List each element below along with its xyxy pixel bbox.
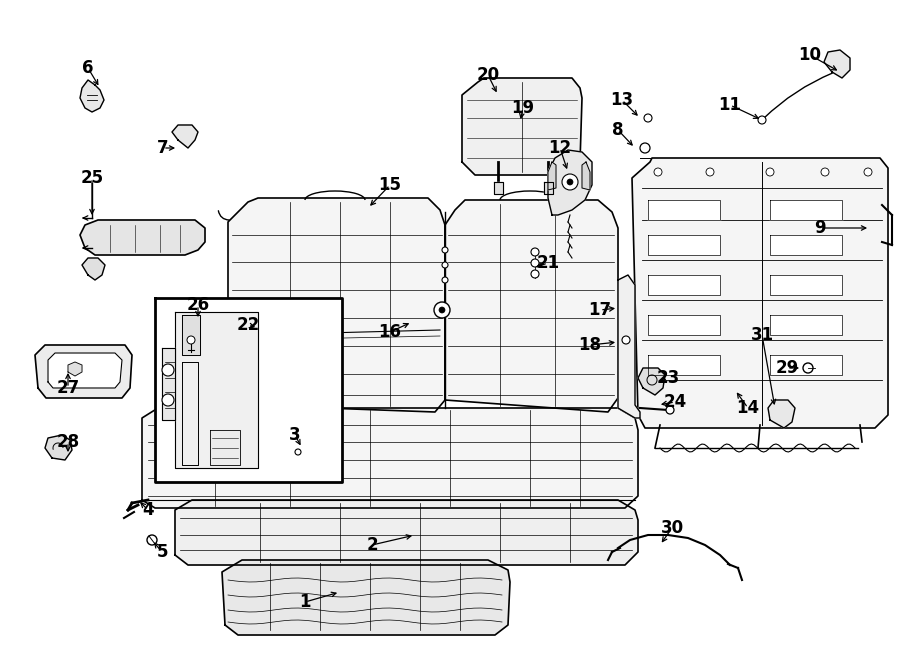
Circle shape — [666, 406, 674, 414]
Text: 24: 24 — [663, 393, 687, 411]
Circle shape — [295, 449, 301, 455]
Polygon shape — [548, 162, 556, 190]
Circle shape — [821, 168, 829, 176]
Polygon shape — [80, 220, 205, 255]
Polygon shape — [172, 125, 198, 148]
Text: 19: 19 — [511, 99, 535, 117]
Text: 17: 17 — [589, 301, 612, 319]
Polygon shape — [632, 158, 888, 428]
Circle shape — [758, 116, 766, 124]
Text: 8: 8 — [612, 121, 624, 139]
Polygon shape — [80, 80, 104, 112]
Text: 4: 4 — [142, 501, 154, 519]
Text: 6: 6 — [82, 59, 94, 77]
Text: 7: 7 — [158, 139, 169, 157]
Circle shape — [706, 168, 714, 176]
Text: 26: 26 — [186, 296, 210, 314]
Circle shape — [640, 143, 650, 153]
Text: 15: 15 — [379, 176, 401, 194]
Polygon shape — [768, 400, 795, 428]
Text: 2: 2 — [366, 536, 378, 554]
Circle shape — [654, 168, 662, 176]
Polygon shape — [445, 200, 618, 412]
Polygon shape — [45, 435, 72, 460]
Polygon shape — [770, 275, 842, 295]
Text: 3: 3 — [289, 426, 301, 444]
Circle shape — [622, 336, 630, 344]
Text: 31: 31 — [751, 326, 774, 344]
Text: 27: 27 — [57, 379, 79, 397]
Circle shape — [162, 394, 174, 406]
Polygon shape — [648, 355, 720, 375]
Polygon shape — [222, 560, 510, 635]
Polygon shape — [35, 345, 132, 398]
Polygon shape — [182, 362, 198, 465]
Text: 11: 11 — [718, 96, 742, 114]
Polygon shape — [462, 78, 582, 175]
Polygon shape — [82, 258, 105, 280]
Polygon shape — [142, 408, 638, 508]
Polygon shape — [494, 182, 503, 194]
Circle shape — [187, 336, 195, 344]
Polygon shape — [638, 368, 665, 395]
Text: 5: 5 — [157, 543, 167, 561]
Text: 25: 25 — [80, 169, 104, 187]
Text: 29: 29 — [776, 359, 798, 377]
Text: 10: 10 — [798, 46, 822, 64]
Polygon shape — [648, 235, 720, 255]
Text: 21: 21 — [536, 254, 560, 272]
Polygon shape — [770, 315, 842, 335]
Circle shape — [803, 363, 813, 373]
Polygon shape — [175, 500, 638, 565]
Circle shape — [442, 277, 448, 283]
Polygon shape — [770, 355, 842, 375]
Polygon shape — [48, 353, 122, 388]
Text: 16: 16 — [379, 323, 401, 341]
Polygon shape — [770, 200, 842, 220]
Polygon shape — [155, 298, 342, 482]
Polygon shape — [824, 50, 850, 78]
Text: 18: 18 — [579, 336, 601, 354]
Polygon shape — [648, 275, 720, 295]
Polygon shape — [770, 235, 842, 255]
Circle shape — [162, 364, 174, 376]
Circle shape — [531, 248, 539, 256]
Text: 13: 13 — [610, 91, 634, 109]
Circle shape — [531, 259, 539, 267]
Circle shape — [442, 262, 448, 268]
Text: 20: 20 — [476, 66, 500, 84]
Polygon shape — [182, 315, 200, 355]
Circle shape — [562, 174, 578, 190]
Polygon shape — [648, 200, 720, 220]
Polygon shape — [228, 198, 445, 412]
Text: 22: 22 — [237, 316, 259, 334]
Text: 9: 9 — [814, 219, 826, 237]
Circle shape — [147, 535, 157, 545]
Text: 12: 12 — [548, 139, 572, 157]
Polygon shape — [618, 275, 640, 418]
Circle shape — [644, 114, 652, 122]
Text: 28: 28 — [57, 433, 79, 451]
Polygon shape — [648, 315, 720, 335]
Polygon shape — [210, 430, 240, 465]
Polygon shape — [162, 348, 175, 420]
Circle shape — [434, 302, 450, 318]
Polygon shape — [548, 150, 592, 215]
Circle shape — [442, 247, 448, 253]
Polygon shape — [68, 362, 82, 376]
Polygon shape — [582, 162, 590, 190]
Text: 1: 1 — [299, 593, 310, 611]
Text: 14: 14 — [736, 399, 760, 417]
Polygon shape — [175, 312, 258, 468]
Text: 30: 30 — [661, 519, 684, 537]
Circle shape — [531, 270, 539, 278]
Text: 23: 23 — [656, 369, 680, 387]
Circle shape — [766, 168, 774, 176]
Circle shape — [439, 307, 445, 313]
Circle shape — [567, 179, 573, 185]
Circle shape — [864, 168, 872, 176]
Polygon shape — [544, 182, 553, 194]
